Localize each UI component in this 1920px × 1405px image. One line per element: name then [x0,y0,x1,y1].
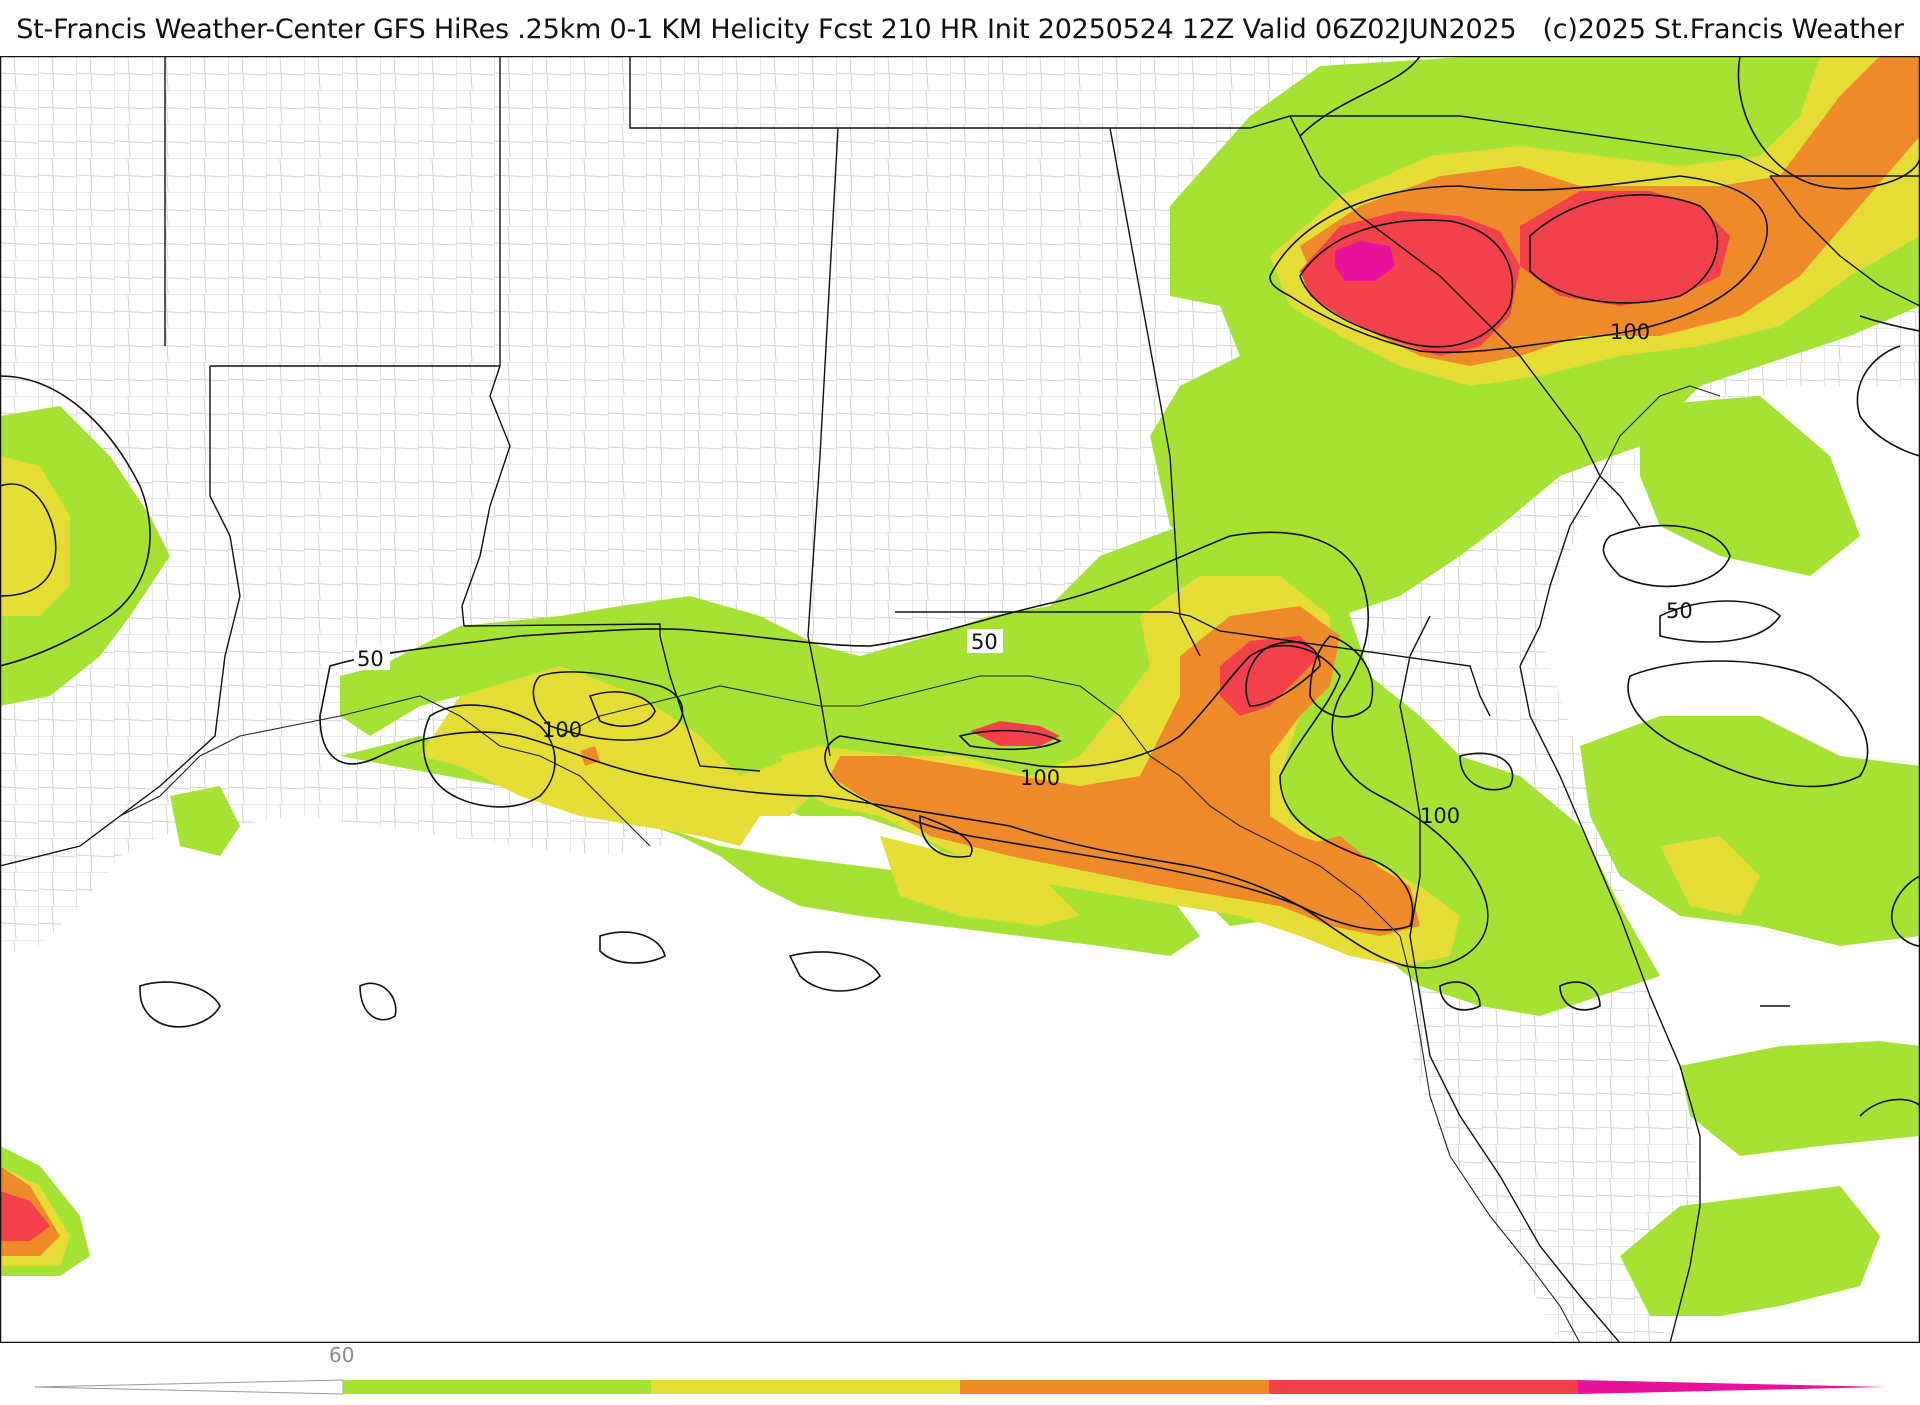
colorbar-segment-60-100 [343,1380,651,1394]
state-borders [0,56,1920,1343]
contour-label-100-louisiana: 100 [542,718,582,742]
contour-label-100-florida: 100 [1420,804,1460,828]
contour-label-100-gulf: 100 [1020,766,1060,790]
map-title: St-Francis Weather-Center GFS HiRes .25k… [0,14,1920,45]
contour-label-50-atlantic: 50 [1666,599,1693,623]
copyright-text: (c)2025 St.Francis Weather [1542,14,1904,45]
map-panel: 50 100 50 100 100 100 50 [0,56,1920,1343]
helicity-map: 50 100 50 100 100 100 50 [0,56,1920,1343]
coastline [119,385,1721,1343]
contour-label-50-west: 50 [357,647,384,671]
colorbar-low-extension [34,1379,344,1395]
colorbar-segment-100-150 [651,1380,960,1394]
contour-labels: 50 100 50 100 100 100 50 [354,320,1693,828]
band-250-plus [1335,241,1395,281]
colorbar: 60 [0,1343,1920,1400]
colorbar-tick-label: 60 [329,1343,354,1367]
colorbar-segment-150-200 [960,1380,1269,1394]
colorbar-segment-250-plus [1578,1380,1885,1394]
title-text: St-Francis Weather-Center GFS HiRes .25k… [16,14,1517,45]
helicity-contours [0,56,1920,1117]
contour-label-100-carolina: 100 [1610,320,1650,344]
colorbar-segment-200-250 [1269,1380,1578,1394]
contour-label-50-alabama: 50 [971,630,998,654]
